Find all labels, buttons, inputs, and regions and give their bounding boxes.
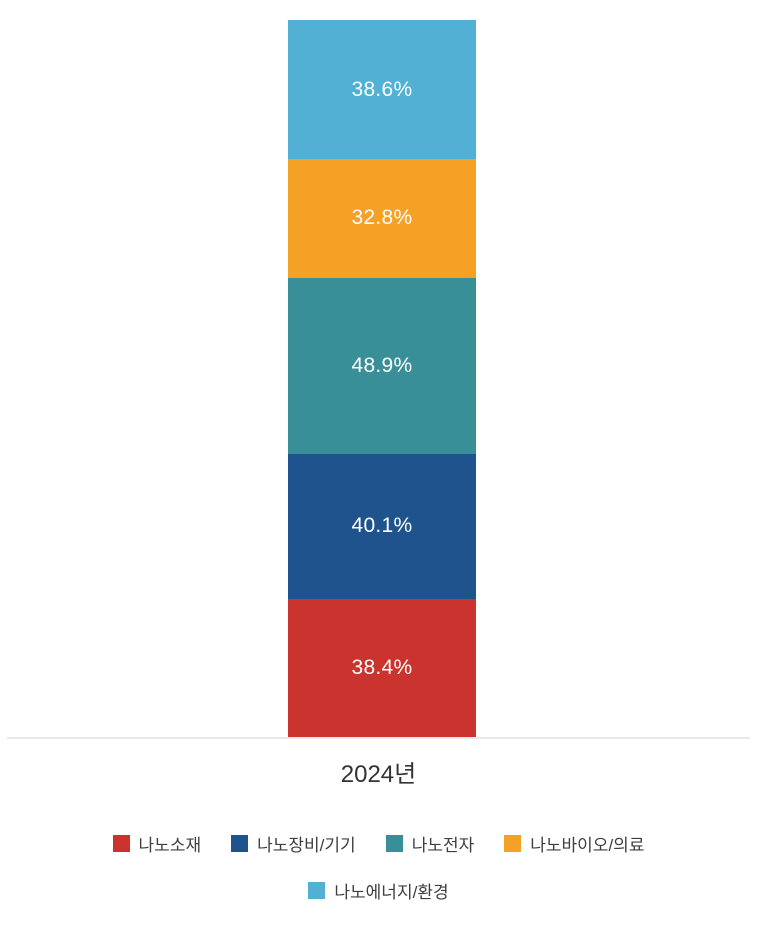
legend-swatch-icon (308, 881, 326, 899)
bar-segment-2[interactable]: 48.9% (288, 277, 476, 454)
legend-item-0[interactable]: 나노소재 (112, 831, 202, 856)
bar-segment-value-label: 40.1% (351, 514, 413, 538)
bar-segment-value-label: 48.9% (351, 353, 413, 377)
legend-swatch-icon (385, 834, 403, 852)
bar-segment-value-label: 32.8% (351, 206, 413, 230)
bar-segment-0[interactable]: 38.4% (288, 598, 476, 737)
legend-swatch-icon (112, 834, 130, 852)
bar-segment-4[interactable]: 38.6% (288, 20, 476, 160)
x-axis-line (7, 737, 750, 739)
bar-segment-3[interactable]: 32.8% (288, 159, 476, 278)
bar-segment-value-label: 38.4% (351, 655, 413, 679)
legend-item-3[interactable]: 나노바이오/의료 (504, 831, 644, 856)
legend-item-1[interactable]: 나노장비/기기 (231, 831, 356, 856)
bar-segment-1[interactable]: 40.1% (288, 453, 476, 599)
legend-item-4[interactable]: 나노에너지/환경 (308, 878, 449, 903)
legend-item-label: 나노장비/기기 (257, 835, 356, 855)
bar-segment-value-label: 38.6% (351, 77, 413, 101)
stacked-bar: 38.6% 32.8% 48.9% 40.1% 38.4% (288, 20, 476, 737)
legend-swatch-icon (231, 834, 249, 852)
legend-item-label: 나노에너지/환경 (334, 882, 449, 902)
legend-item-2[interactable]: 나노전자 (385, 831, 475, 856)
legend-swatch-icon (504, 834, 522, 852)
x-axis-label: 2024년 (340, 761, 417, 788)
legend-item-label: 나노소재 (138, 835, 202, 855)
legend-row: 나노에너지/환경 (0, 878, 757, 903)
legend-item-label: 나노전자 (411, 835, 475, 855)
legend-row: 나노소재 나노장비/기기 나노전자 나노바이오/의료 (0, 831, 757, 856)
legend-item-label: 나노바이오/의료 (530, 835, 645, 855)
